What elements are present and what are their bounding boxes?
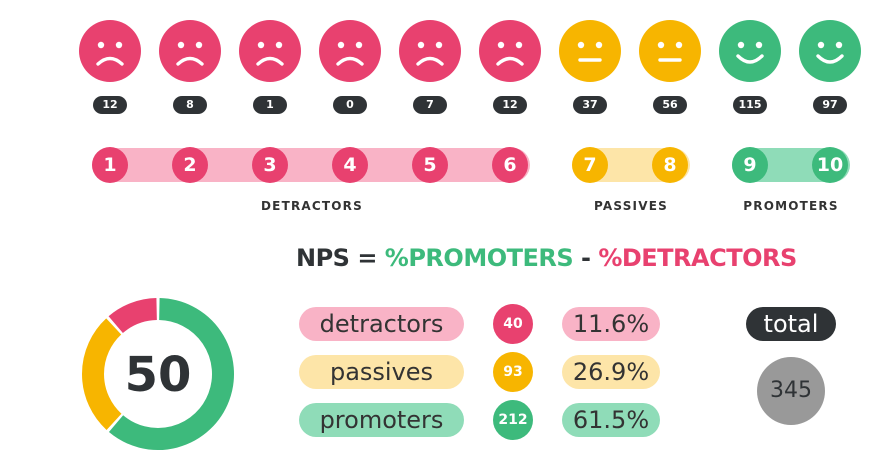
summary-label-promoters: promoters xyxy=(299,403,464,437)
score-number: 7 xyxy=(572,147,608,183)
score-number: 6 xyxy=(492,147,528,183)
score-number: 4 xyxy=(332,147,368,183)
score-number: 9 xyxy=(732,147,768,183)
score-number: 2 xyxy=(172,147,208,183)
score-number: 10 xyxy=(812,147,848,183)
formula-equals: = xyxy=(349,244,385,272)
sad-face-icon xyxy=(79,20,141,82)
summary-label-passives: passives xyxy=(299,355,464,389)
summary-count-passives: 93 xyxy=(493,352,533,392)
score-count-badge: 97 xyxy=(813,96,847,114)
total-label: total xyxy=(746,307,836,341)
summary-percent-detractors: 11.6% xyxy=(562,307,660,341)
score-number: 5 xyxy=(412,147,448,183)
score-number: 1 xyxy=(92,147,128,183)
score-count-badge: 12 xyxy=(93,96,127,114)
nps-score: 50 xyxy=(125,347,192,403)
sad-face-icon xyxy=(399,20,461,82)
summary-count-detractors: 40 xyxy=(493,304,533,344)
summary-percent-passives: 26.9% xyxy=(562,355,660,389)
summary-percent-promoters: 61.5% xyxy=(562,403,660,437)
formula-detractors: %DETRACTORS xyxy=(598,244,797,272)
score-count-badge: 8 xyxy=(173,96,207,114)
score-count-badge: 37 xyxy=(573,96,607,114)
group-label-promoters: PROMOTERS xyxy=(743,199,839,213)
sad-face-icon xyxy=(319,20,381,82)
formula-nps: NPS xyxy=(296,244,350,272)
detractors-bar xyxy=(92,148,530,182)
donut-segment-passives xyxy=(82,318,122,430)
formula-promoters: %PROMOTERS xyxy=(384,244,574,272)
formula-minus: - xyxy=(573,244,599,272)
score-count-badge: 56 xyxy=(653,96,687,114)
nps-formula: NPS = %PROMOTERS - %DETRACTORS xyxy=(296,244,797,272)
donut-segment-promoters xyxy=(108,298,234,450)
neutral-face-icon xyxy=(559,20,621,82)
group-label-passives: PASSIVES xyxy=(594,199,668,213)
neutral-face-icon xyxy=(639,20,701,82)
happy-face-icon xyxy=(719,20,781,82)
sad-face-icon xyxy=(479,20,541,82)
happy-face-icon xyxy=(799,20,861,82)
score-count-badge: 115 xyxy=(733,96,767,114)
score-count-badge: 7 xyxy=(413,96,447,114)
sad-face-icon xyxy=(239,20,301,82)
group-label-detractors: DETRACTORS xyxy=(261,199,363,213)
summary-count-promoters: 212 xyxy=(493,400,533,440)
score-number: 8 xyxy=(652,147,688,183)
donut-segment-detractors xyxy=(108,298,158,334)
score-count-badge: 12 xyxy=(493,96,527,114)
nps-donut: 50 xyxy=(82,298,234,450)
summary-label-detractors: detractors xyxy=(299,307,464,341)
score-number: 3 xyxy=(252,147,288,183)
score-count-badge: 0 xyxy=(333,96,367,114)
total-count: 345 xyxy=(757,357,825,425)
score-count-badge: 1 xyxy=(253,96,287,114)
sad-face-icon xyxy=(159,20,221,82)
